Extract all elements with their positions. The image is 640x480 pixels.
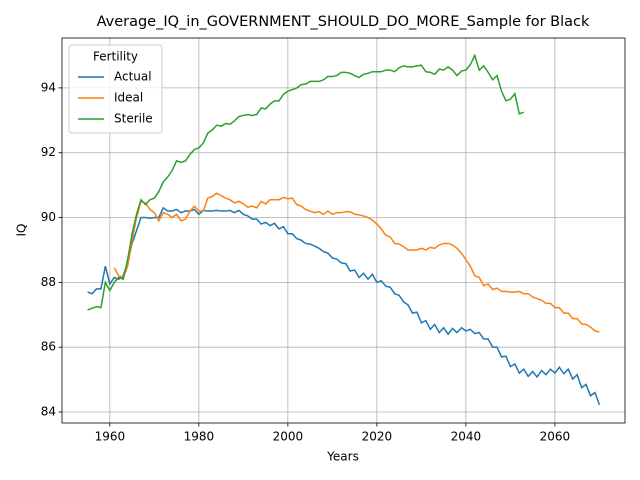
y-tick-label: 94 bbox=[41, 80, 56, 94]
plot-frame bbox=[61, 37, 626, 424]
legend-label: Actual bbox=[114, 70, 152, 84]
legend-box bbox=[68, 44, 163, 134]
y-tick-label: 90 bbox=[41, 210, 56, 224]
legend-label: Ideal bbox=[114, 91, 143, 105]
y-tick-label: 92 bbox=[41, 145, 56, 159]
x-tick-label: 2020 bbox=[362, 430, 393, 444]
y-tick-label: 86 bbox=[41, 340, 56, 354]
x-tick-label: 2000 bbox=[273, 430, 304, 444]
legend-title: Fertility bbox=[93, 50, 138, 64]
series-line bbox=[87, 53, 525, 311]
y-tick-label: 88 bbox=[41, 275, 56, 289]
x-tick-label: 2040 bbox=[451, 430, 482, 444]
chart-title: Average_IQ_in_GOVERNMENT_SHOULD_DO_MORE_… bbox=[97, 14, 590, 30]
x-axis-label: Years bbox=[326, 450, 359, 464]
x-tick-label: 1960 bbox=[95, 430, 126, 444]
legend-label: Sterile bbox=[114, 112, 153, 126]
y-axis-label: IQ bbox=[15, 224, 29, 237]
x-tick-label: 2060 bbox=[540, 430, 571, 444]
series-line bbox=[113, 192, 600, 333]
series-line bbox=[87, 206, 601, 406]
x-tick-label: 1980 bbox=[184, 430, 215, 444]
y-tick-label: 84 bbox=[41, 404, 56, 418]
